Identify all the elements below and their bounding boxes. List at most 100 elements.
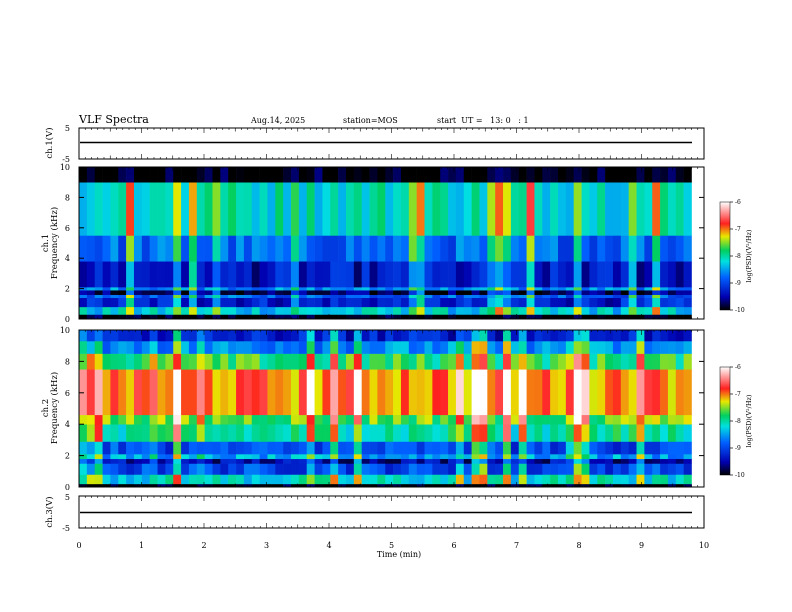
spectrogram-cell	[542, 483, 551, 488]
spectrogram-cell	[589, 306, 598, 315]
spectrogram-cell	[196, 454, 205, 460]
spectrogram-cell	[259, 182, 268, 236]
spectrogram-cell	[196, 167, 205, 183]
spectrogram-cell	[306, 441, 315, 455]
spectrogram-cell	[259, 294, 268, 299]
spectrogram-cell	[479, 297, 488, 308]
spectrogram-cell	[165, 294, 174, 299]
spectrogram-cell	[345, 340, 355, 354]
spectrogram-cell	[416, 414, 425, 425]
spectrogram-cell	[620, 474, 629, 485]
figure-title: VLF Spectra	[78, 113, 149, 126]
spectrogram-cell	[196, 483, 205, 488]
spectrogram-cell	[181, 330, 190, 342]
spectrogram-cell	[236, 340, 245, 354]
spectrogram-cell	[94, 454, 103, 460]
spectrogram-cell	[652, 474, 661, 485]
spectrogram-cell	[526, 287, 535, 291]
spectrogram-cell	[589, 182, 598, 236]
ch2-spectrogram-image	[79, 330, 704, 488]
spectrogram-cell	[94, 294, 103, 299]
spectrogram-cell	[550, 314, 559, 320]
spectrogram-cell	[455, 330, 465, 342]
spectrogram-cell	[487, 340, 496, 354]
spectrogram-cell	[173, 474, 182, 485]
spectrogram-cell	[251, 458, 260, 464]
spectrogram-cell	[330, 287, 339, 291]
spectrogram-cell	[314, 353, 323, 370]
spectrogram-cell	[338, 474, 347, 485]
spectrogram-cell	[314, 463, 323, 475]
spectrogram-cell	[212, 287, 221, 291]
spectrogram-cell	[534, 330, 543, 342]
spectrogram-cell	[220, 261, 229, 288]
spectrogram-cell	[463, 261, 472, 288]
spectrogram-cell	[361, 463, 370, 475]
spectrogram-cell	[94, 458, 103, 464]
spectrogram-cell	[126, 353, 135, 370]
spectrogram-cell	[259, 369, 268, 416]
spectrogram-cell	[141, 414, 150, 425]
spectrogram-cell	[283, 314, 292, 320]
spectrogram-cell	[526, 297, 535, 308]
spectrogram-cell	[212, 353, 221, 370]
spectrogram-cell	[345, 441, 355, 455]
spectrogram-cell	[188, 441, 198, 455]
spectrogram-cell	[432, 294, 441, 299]
spectrogram-cell	[377, 483, 386, 488]
spectrogram-cell	[495, 297, 504, 308]
spectrogram-cell	[157, 424, 166, 442]
spectrogram-cell	[283, 483, 292, 488]
spectrogram-cell	[212, 474, 221, 485]
spectrogram-cell	[487, 369, 496, 416]
spectrogram-cell	[605, 297, 614, 308]
spectrogram-cell	[102, 369, 111, 416]
spectrogram-cell	[534, 483, 543, 488]
frequency-tick-label: 2	[65, 285, 70, 294]
spectrogram-cell	[628, 297, 637, 308]
spectrogram-cell	[424, 414, 433, 425]
spectrogram-cell	[510, 330, 520, 342]
spectrogram-cell	[455, 458, 465, 464]
spectrogram-cell	[353, 458, 362, 464]
spectrogram-cell	[228, 290, 237, 295]
spectrogram-cell	[243, 297, 253, 308]
spectrogram-cell	[228, 353, 237, 370]
spectrogram-cell	[306, 463, 315, 475]
spectrogram-cell	[338, 167, 347, 183]
spectrogram-cell	[110, 167, 119, 183]
spectrogram-cell	[377, 294, 386, 299]
spectrogram-cell	[196, 353, 205, 370]
spectrogram-cell	[118, 294, 127, 299]
spectrogram-cell	[314, 441, 323, 455]
spectrogram-cell	[126, 235, 135, 262]
spectrogram-cell	[94, 261, 103, 288]
spectrogram-cell	[612, 235, 622, 262]
spectrogram-cell	[400, 353, 410, 370]
spectrogram-cell	[550, 424, 559, 442]
spectrogram-cell	[455, 297, 465, 308]
spectrogram-cell	[322, 306, 331, 315]
spectrogram-cell	[267, 458, 276, 464]
spectrogram-cell	[416, 463, 425, 475]
spectrogram-cell	[550, 463, 559, 475]
spectrogram-cell	[416, 290, 425, 295]
spectrogram-cell	[377, 458, 386, 464]
spectrogram-cell	[314, 294, 323, 299]
spectrogram-cell	[542, 297, 551, 308]
spectrogram-cell	[243, 458, 253, 464]
spectrogram-cell	[581, 458, 590, 464]
spectrogram-cell	[628, 294, 637, 299]
spectrogram-cell	[683, 458, 692, 464]
spectrogram-cell	[550, 290, 559, 295]
spectrogram-cell	[573, 294, 582, 299]
spectrogram-cell	[636, 294, 645, 299]
spectrogram-cell	[558, 483, 567, 488]
colorbar-tick-label: -8	[735, 253, 741, 260]
spectrogram-cell	[220, 369, 229, 416]
spectrogram-cell	[455, 167, 465, 183]
spectrogram-cell	[133, 314, 143, 320]
spectrogram-cell	[400, 463, 410, 475]
spectrogram-cell	[495, 424, 504, 442]
